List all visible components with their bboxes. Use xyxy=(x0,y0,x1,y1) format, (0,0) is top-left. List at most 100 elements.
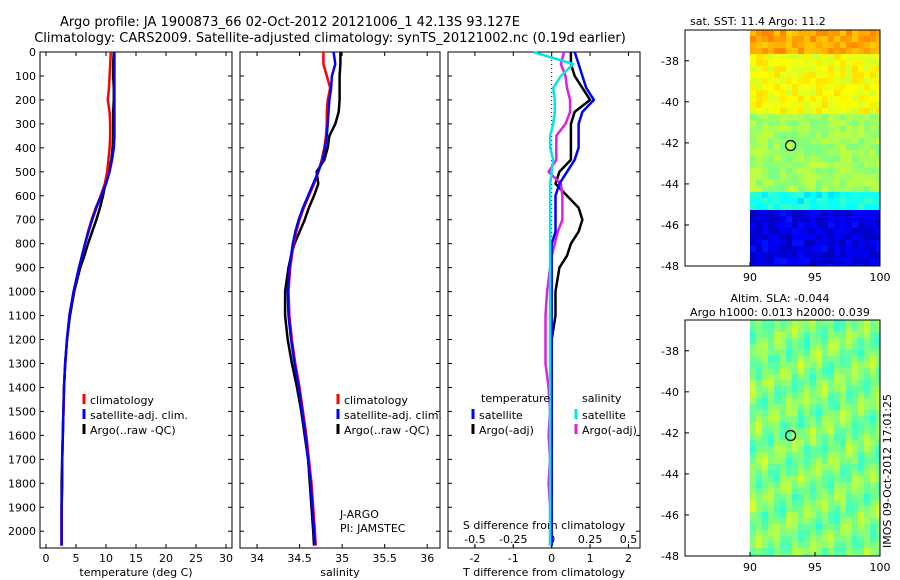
map-cell xyxy=(840,174,847,181)
map-cell xyxy=(756,500,763,507)
map-cell xyxy=(792,204,799,211)
map-cell xyxy=(774,368,781,375)
map-cell xyxy=(750,246,757,253)
map-cell xyxy=(846,102,853,109)
map-cell xyxy=(804,506,811,513)
map-cell xyxy=(798,210,805,217)
map-cell xyxy=(774,54,781,61)
map-cell xyxy=(858,258,865,265)
map-cell xyxy=(840,132,847,139)
map-cell xyxy=(804,410,811,417)
map-cell xyxy=(816,204,823,211)
map-cell xyxy=(828,162,835,169)
map-cell xyxy=(834,198,841,205)
map-cell xyxy=(768,120,775,127)
map-cell xyxy=(858,356,865,363)
map-cell xyxy=(792,398,799,405)
map-cell xyxy=(858,198,865,205)
map-cell xyxy=(816,72,823,79)
map-cell xyxy=(750,204,757,211)
map-cell xyxy=(864,258,871,265)
map-cell xyxy=(840,204,847,211)
map-cell xyxy=(750,264,757,267)
map-cell xyxy=(750,258,757,265)
map-cell xyxy=(840,362,847,369)
map-cell xyxy=(816,42,823,49)
legend-label: Argo(-adj) xyxy=(479,424,534,437)
map-cell xyxy=(804,132,811,139)
map-cell xyxy=(774,156,781,163)
map-cell xyxy=(756,356,763,363)
map-cell xyxy=(876,192,881,199)
map-cell xyxy=(858,90,865,97)
map-cell xyxy=(822,356,829,363)
map-cell xyxy=(762,458,769,465)
map-cell xyxy=(756,126,763,133)
map-cell xyxy=(816,338,823,345)
map-cell xyxy=(780,150,787,157)
map-cell xyxy=(780,156,787,163)
map-cell xyxy=(828,120,835,127)
map-cell xyxy=(810,42,817,49)
map-cell xyxy=(756,96,763,103)
map-cell xyxy=(774,108,781,115)
map-cell xyxy=(804,452,811,459)
map-cell xyxy=(828,428,835,435)
map-cell xyxy=(750,422,757,429)
map-cell xyxy=(768,150,775,157)
map-cell xyxy=(768,446,775,453)
map-cell xyxy=(816,482,823,489)
map-cell xyxy=(792,90,799,97)
map-cell xyxy=(822,162,829,169)
map-cell xyxy=(828,506,835,513)
map-cell xyxy=(768,500,775,507)
map-cell xyxy=(876,344,881,351)
map-cell xyxy=(864,30,871,37)
x-tick-label: 35 xyxy=(335,552,349,565)
legend-label: Argo(..raw -QC) xyxy=(344,424,430,437)
map-cell xyxy=(876,530,881,537)
map-cell xyxy=(768,162,775,169)
profile-location-marker xyxy=(785,139,797,152)
map-cell xyxy=(780,228,787,235)
map-cell xyxy=(762,464,769,471)
map-cell xyxy=(834,458,841,465)
map-cell xyxy=(816,536,823,543)
map-cell xyxy=(750,416,757,423)
map-cell xyxy=(780,144,787,151)
map-cell xyxy=(840,464,847,471)
map-cell xyxy=(768,252,775,259)
map-cell xyxy=(756,476,763,483)
map-cell xyxy=(852,476,859,483)
map-cell xyxy=(798,554,805,557)
map-cell xyxy=(840,344,847,351)
map-cell xyxy=(798,204,805,211)
map-cell xyxy=(816,458,823,465)
map-cell xyxy=(780,78,787,85)
map-cell xyxy=(858,398,865,405)
map-cell xyxy=(756,518,763,525)
map-cell xyxy=(756,192,763,199)
map-cell xyxy=(792,362,799,369)
map-cell xyxy=(804,554,811,557)
map-cell xyxy=(864,362,871,369)
map-cell xyxy=(840,452,847,459)
map-cell xyxy=(828,482,835,489)
map-cell xyxy=(852,252,859,259)
map-cell xyxy=(792,36,799,43)
map-cell xyxy=(870,240,877,247)
map-cell xyxy=(858,344,865,351)
map-cell xyxy=(804,186,811,193)
map-cell xyxy=(858,156,865,163)
map-cell xyxy=(858,108,865,115)
legend-label: climatology xyxy=(90,394,154,407)
map-cell xyxy=(870,416,877,423)
map-cell xyxy=(870,410,877,417)
map-cell xyxy=(786,174,793,181)
map-cell xyxy=(852,488,859,495)
map-cell xyxy=(750,464,757,471)
map-cell xyxy=(840,416,847,423)
map-cell xyxy=(804,138,811,145)
map-cell xyxy=(876,350,881,357)
map-cell xyxy=(774,102,781,109)
